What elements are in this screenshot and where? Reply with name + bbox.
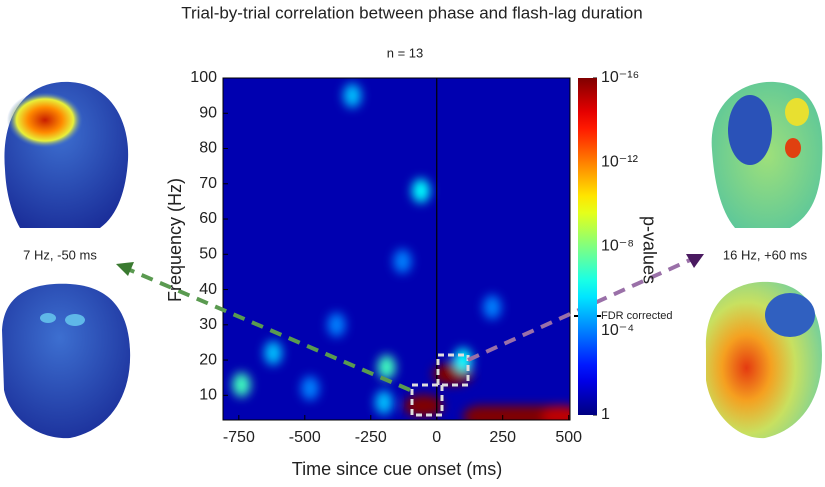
subtitle: n = 13 — [387, 45, 424, 60]
heat-cell — [301, 376, 320, 401]
y-tick-label: 70 — [199, 175, 217, 192]
heat-cell — [542, 405, 570, 420]
heat-cell — [343, 83, 362, 108]
head-left-bottom — [2, 283, 131, 439]
heat-cell — [377, 355, 396, 380]
head-left-top — [4, 81, 129, 228]
heat-cell — [232, 372, 251, 397]
y-tick-label: 10 — [199, 387, 217, 404]
y-axis-label: Frequency (Hz) — [165, 178, 185, 302]
y-tick-label: 100 — [190, 69, 217, 86]
selection-box — [436, 353, 470, 387]
head-right-bottom — [705, 281, 822, 439]
colorbar-tick-label: 10⁻⁸ — [601, 238, 634, 255]
heat-cell — [403, 394, 444, 417]
y-tick-label: 20 — [199, 351, 217, 368]
colorbar — [578, 78, 597, 415]
colorbar-tick-label: 10⁻¹⁶ — [601, 69, 639, 86]
x-tick-label: 0 — [432, 429, 441, 446]
plot-background — [223, 78, 570, 420]
colorbar-tick-label: 10⁻⁴ — [601, 322, 634, 339]
heat-cell — [327, 312, 346, 337]
arrow-head — [116, 262, 134, 276]
title: Trial-by-trial correlation between phase… — [181, 3, 642, 22]
colorbar-tick-label: 1 — [601, 406, 610, 423]
y-tick-label: 40 — [199, 281, 217, 298]
head-right-top — [711, 81, 823, 228]
heat-cell — [374, 390, 393, 415]
annotation: 7 Hz, -50 ms — [23, 247, 97, 262]
y-tick-label: 50 — [199, 246, 217, 263]
arrow-head — [686, 254, 704, 268]
x-tick-label: -250 — [355, 429, 387, 446]
plot-frame — [222, 77, 571, 421]
annotation: 16 Hz, +60 ms — [723, 247, 808, 262]
y-tick-label: 30 — [199, 316, 217, 333]
colorbar-label: p-values — [639, 216, 659, 284]
arrow — [129, 268, 411, 392]
x-tick-label: -500 — [289, 429, 321, 446]
y-tick-label: 80 — [199, 140, 217, 157]
x-axis-label: Time since cue onset (ms) — [292, 459, 502, 479]
y-tick-label: 90 — [199, 104, 217, 121]
x-tick-label: 250 — [489, 429, 516, 446]
y-tick-label: 60 — [199, 210, 217, 227]
fdr-label: FDR corrected — [601, 310, 673, 322]
heat-cell — [411, 178, 430, 203]
selection-box — [410, 383, 444, 417]
heat-cell — [264, 341, 283, 366]
x-tick-label: -750 — [223, 429, 255, 446]
heatmap — [232, 83, 570, 420]
colorbar-tick-label: 10⁻¹² — [601, 153, 639, 170]
heat-cell — [393, 249, 412, 274]
x-tick-label: 500 — [555, 429, 582, 446]
heat-cell — [483, 295, 502, 320]
